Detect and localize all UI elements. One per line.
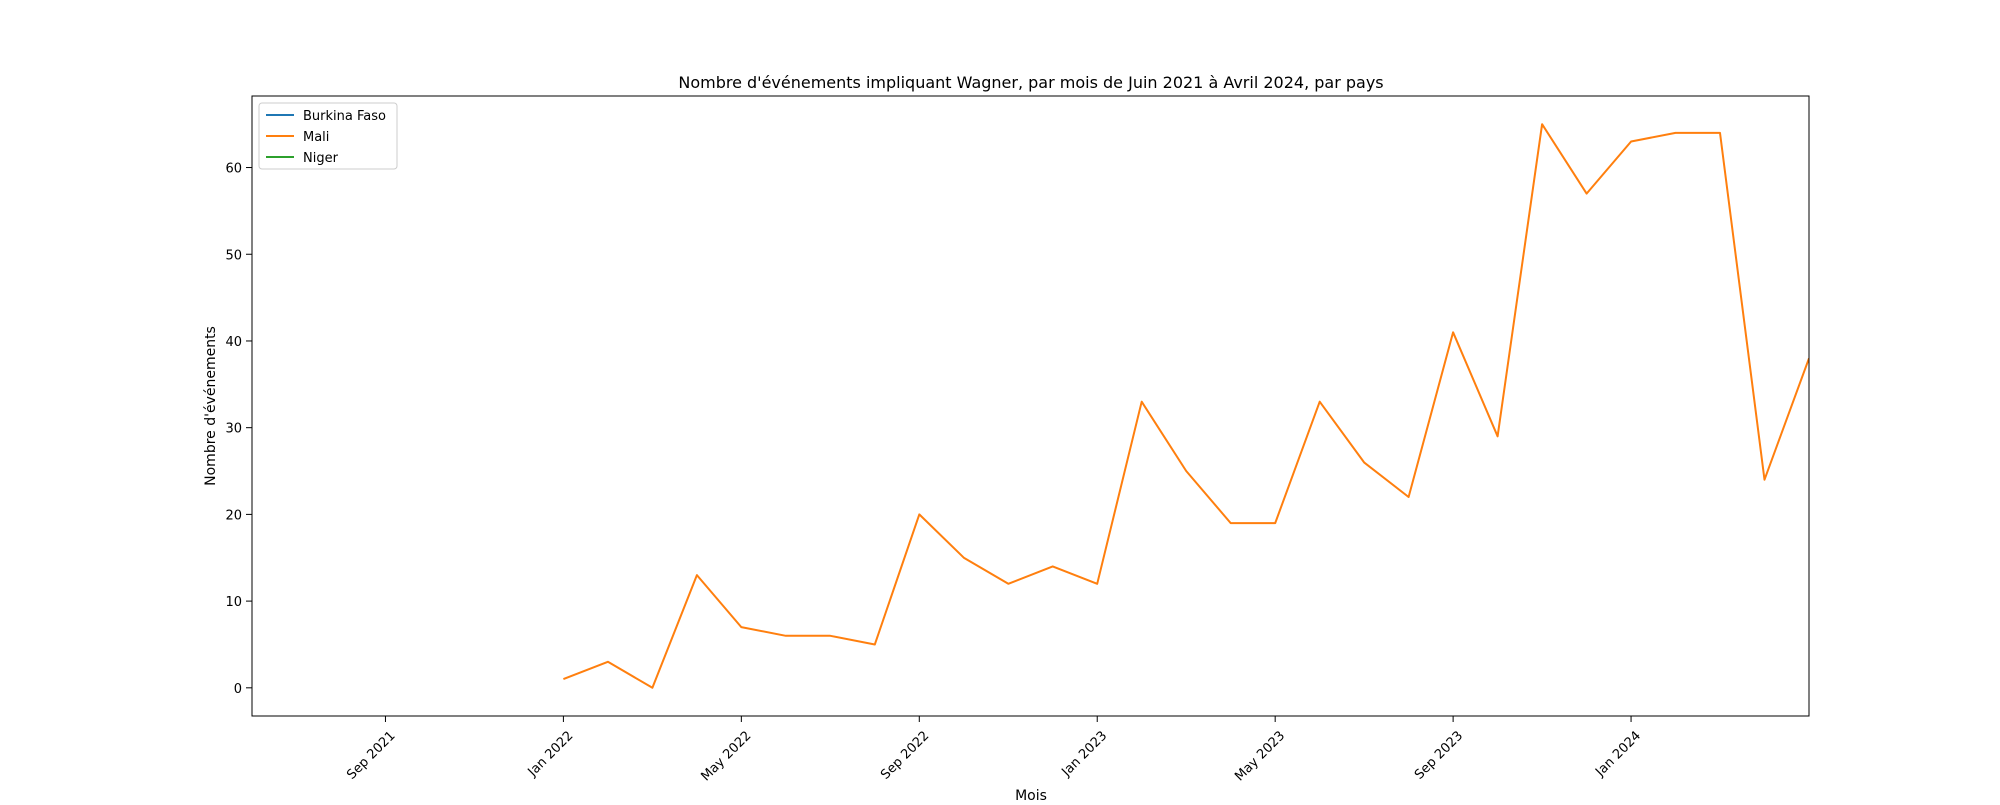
y-tick-label: 50 [225,248,242,263]
plot-frame [251,95,1810,717]
legend-label: Mali [303,130,329,145]
chart-title: Nombre d'événements impliquant Wagner, p… [678,73,1383,92]
legend: Burkina Faso Mali Niger [258,102,398,170]
series-line-mali [563,123,1809,689]
y-tick-label: 60 [225,162,242,177]
y-axis-label: Nombre d'événements [203,326,219,486]
y-tick-label: 30 [225,422,242,437]
x-tick-label: Jan 2024 [1592,728,1644,780]
x-tick-label: Sep 2022 [878,728,932,782]
legend-box [258,102,398,170]
y-tick-label: 20 [225,508,242,523]
x-tick-label: Sep 2021 [344,728,398,782]
legend-label: Niger [303,151,339,166]
x-tick-label: May 2023 [1232,728,1288,784]
y-tick-label: 0 [234,682,242,697]
plot-area [563,123,1809,689]
x-tick-label: Jan 2022 [525,728,577,780]
x-tick-label: Jan 2023 [1058,728,1110,780]
x-tick-label: Sep 2023 [1412,728,1466,782]
x-tick-label: May 2022 [698,728,754,784]
x-axis: Sep 2021 Jan 2022 May 2022 Sep 2022 Jan 2023… [344,716,1644,784]
y-tick-label: 10 [225,595,242,610]
y-tick-label: 40 [225,335,242,350]
legend-label: Burkina Faso [303,109,386,124]
y-axis: 0 10 20 30 40 50 60 [225,162,252,697]
x-axis-label: Mois [1015,788,1047,800]
